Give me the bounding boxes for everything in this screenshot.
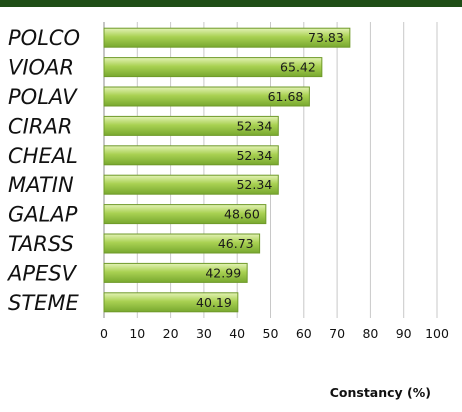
value-label: 61.68: [268, 89, 304, 104]
bar: [103, 27, 351, 48]
bars: [103, 27, 351, 313]
value-label: 73.83: [308, 30, 344, 45]
value-label: 42.99: [205, 265, 241, 280]
x-tick-label: 20: [163, 326, 179, 341]
x-tick-label: 30: [196, 326, 212, 341]
x-tick-label: 70: [329, 326, 345, 341]
x-axis-title: Constancy (%): [330, 385, 431, 400]
x-tick-label: 60: [296, 326, 312, 341]
labels: 0 10 20 30 40 50 60 70 80 90 100 POLCO 73.83 VIOAR 65.…: [6, 26, 449, 341]
category-label: APESV: [6, 261, 78, 285]
bar: [103, 57, 323, 78]
header-bar: [0, 0, 462, 7]
x-tick-label: 80: [362, 326, 378, 341]
category-label: VIOAR: [8, 56, 74, 80]
value-label: 48.60: [224, 207, 260, 222]
category-label: TARSS: [8, 232, 74, 256]
bar: [103, 233, 261, 254]
category-label: MATIN: [8, 173, 74, 197]
value-label: 52.34: [236, 118, 272, 133]
bar: [103, 292, 239, 313]
category-label: CHEAL: [8, 144, 78, 168]
bar: [103, 86, 310, 107]
bar: [103, 262, 248, 283]
x-tick-label: 90: [396, 326, 412, 341]
value-label: 52.34: [236, 148, 272, 163]
x-tick-label: 40: [229, 326, 245, 341]
bar: [103, 115, 279, 136]
x-tick-label: 10: [129, 326, 145, 341]
value-label: 46.73: [218, 236, 254, 251]
x-tick-label: 50: [263, 326, 279, 341]
value-label: 40.19: [196, 295, 232, 310]
bar: [103, 204, 267, 225]
value-label: 52.34: [236, 177, 272, 192]
category-label: STEME: [8, 291, 80, 315]
bar: [103, 174, 279, 195]
bar: [103, 145, 279, 166]
category-label: GALAP: [8, 203, 78, 227]
x-tick-label: 0: [100, 326, 108, 341]
category-label: POLAV: [8, 85, 78, 109]
x-tick-label: 100: [425, 326, 449, 341]
category-label: POLCO: [8, 26, 80, 50]
value-label: 65.42: [280, 60, 316, 75]
category-label: CIRAR: [8, 114, 72, 138]
